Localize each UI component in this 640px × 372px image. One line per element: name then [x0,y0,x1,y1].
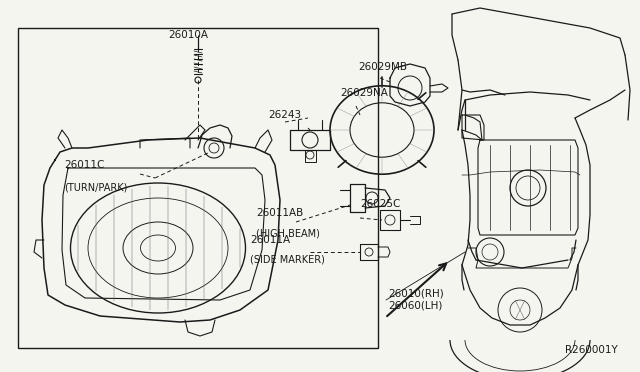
Text: 26011AB: 26011AB [256,208,303,218]
Text: 26010(RH): 26010(RH) [388,288,444,298]
Text: 26029MB: 26029MB [358,62,407,72]
Text: (TURN/PARK): (TURN/PARK) [64,182,127,192]
Text: (HIGH BEAM): (HIGH BEAM) [256,228,320,238]
Bar [18,28,378,348]
Text: (SIDE MARKER): (SIDE MARKER) [250,255,325,265]
Text: 26060(LH): 26060(LH) [388,300,442,310]
Text: 26243: 26243 [268,110,301,120]
Text: 26029NA: 26029NA [340,88,388,98]
Text: 26011A: 26011A [250,235,290,245]
Text: 26011C: 26011C [64,160,104,170]
Text: 26025C: 26025C [360,199,401,209]
Text: 26010A: 26010A [168,30,208,40]
Text: R260001Y: R260001Y [565,345,618,355]
